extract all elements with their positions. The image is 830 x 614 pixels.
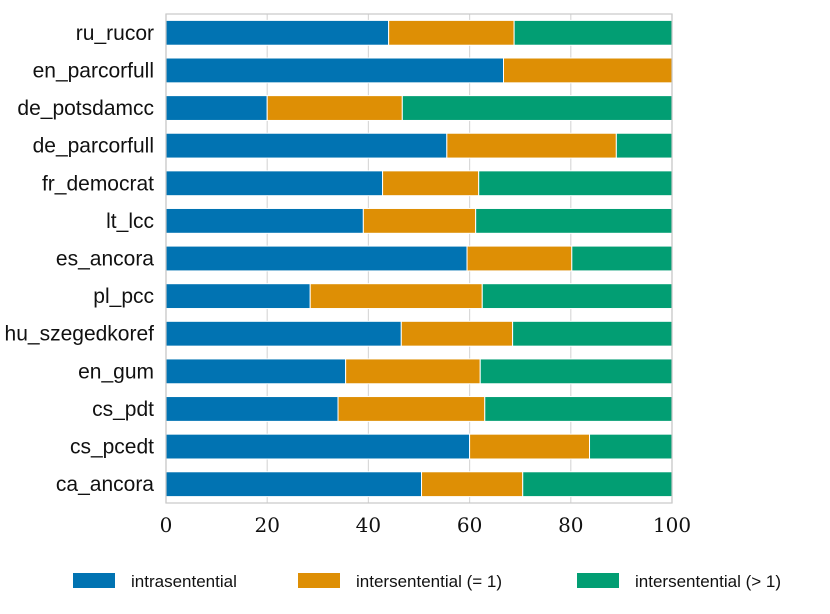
legend: intrasentential intersentential (= 1) inte… (73, 572, 781, 591)
legend-swatch-2 (298, 573, 340, 588)
y-tick-label: de_parcorfull (33, 135, 154, 158)
bar-ru_rucor-series-1 (165, 19, 390, 46)
bar-ca_ancora-series-2 (421, 471, 524, 498)
legend-swatch-1 (73, 573, 115, 588)
y-tick-label: fr_democrat (42, 172, 154, 195)
bar-pl_pcc-series-1 (165, 283, 311, 310)
bar-cs_pcedt-series-3 (589, 433, 673, 460)
x-tick-label: 80 (558, 513, 583, 537)
x-tick-label: 0 (160, 513, 173, 537)
y-tick-label: lt_lcc (106, 210, 154, 233)
bar-hu_szegedkoref-series-3 (512, 320, 673, 347)
y-tick-label: es_ancora (56, 248, 154, 271)
bar-es_ancora-series-1 (165, 245, 468, 272)
y-tick-label: ca_ancora (56, 473, 154, 496)
bar-pl_pcc-series-2 (309, 283, 483, 310)
legend-swatch-3 (577, 573, 619, 588)
x-tick-label: 40 (356, 513, 381, 537)
x-tick-label: 20 (254, 513, 279, 537)
bar-ca_ancora-series-3 (522, 471, 673, 498)
y-tick-label: cs_pcedt (70, 436, 154, 459)
bar-en_gum-series-1 (165, 358, 347, 385)
y-tick-label: hu_szegedkoref (5, 323, 155, 346)
bar-lt_lcc-series-2 (362, 207, 477, 234)
bar-ru_rucor-series-3 (513, 19, 673, 46)
bar-fr_democrat-series-3 (478, 170, 673, 197)
bar-de_potsdamcc-series-1 (165, 95, 268, 121)
bar-fr_democrat-series-2 (382, 170, 480, 197)
y-tick-label: en_parcorfull (33, 59, 154, 82)
bar-hu_szegedkoref-series-2 (400, 320, 514, 347)
bar-lt_lcc-series-1 (165, 207, 364, 234)
y-tick-label: de_potsdamcc (17, 97, 154, 120)
legend-label-1: intrasentential (131, 572, 237, 591)
y-tick-label: ru_rucor (76, 22, 154, 45)
legend-label-2: intersentential (= 1) (356, 572, 502, 591)
x-tick-label: 60 (457, 513, 482, 537)
bar-de_parcorfull-series-3 (615, 132, 673, 159)
bar-de_potsdamcc-series-2 (266, 95, 403, 121)
x-tick-label: 100 (653, 513, 691, 537)
bar-ca_ancora-series-1 (165, 471, 423, 498)
bar-en_gum-series-2 (345, 358, 481, 385)
bar-cs_pdt-series-1 (165, 396, 339, 422)
bar-hu_szegedkoref-series-1 (165, 320, 402, 347)
bar-pl_pcc-series-3 (481, 283, 673, 310)
bar-lt_lcc-series-3 (475, 207, 673, 234)
bar-ru_rucor-series-2 (388, 19, 515, 46)
y-tick-label: en_gum (78, 360, 154, 383)
legend-label-3: intersentential (> 1) (635, 572, 781, 591)
bar-es_ancora-series-3 (571, 245, 673, 272)
y-tick-label: pl_pcc (93, 285, 154, 308)
bar-en_gum-series-3 (479, 358, 673, 385)
plot-frame (165, 13, 673, 504)
bar-cs_pdt-series-2 (337, 396, 486, 422)
bar-de_parcorfull-series-1 (165, 132, 448, 159)
y-tick-label: cs_pdt (92, 398, 154, 421)
bar-en_parcorfull-series-2 (503, 57, 673, 84)
bar-es_ancora-series-2 (466, 245, 573, 272)
bar-cs_pcedt-series-2 (469, 433, 591, 460)
bar-de_parcorfull-series-2 (446, 132, 617, 159)
bar-de_potsdamcc-series-3 (401, 95, 673, 121)
bar-fr_democrat-series-1 (165, 170, 384, 197)
bar-en_parcorfull-series-1 (165, 57, 505, 84)
bar-cs_pcedt-series-1 (165, 433, 471, 460)
bar-cs_pdt-series-3 (484, 396, 673, 422)
